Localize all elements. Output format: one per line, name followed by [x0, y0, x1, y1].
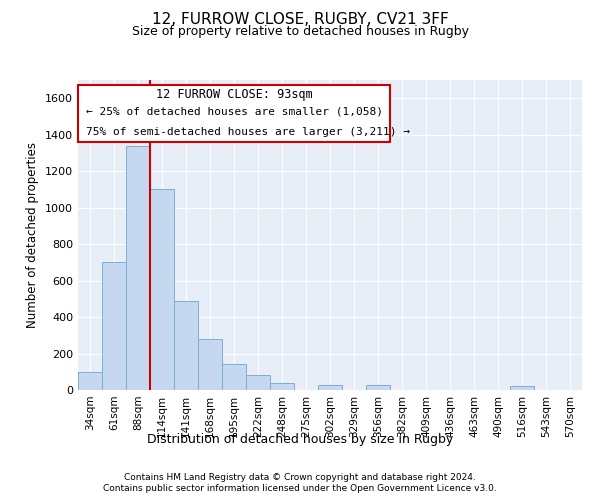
Bar	[318, 384, 342, 390]
Bar	[510, 386, 534, 390]
Text: 12, FURROW CLOSE, RUGBY, CV21 3FF: 12, FURROW CLOSE, RUGBY, CV21 3FF	[152, 12, 448, 28]
Bar	[270, 382, 294, 390]
Bar	[150, 190, 174, 390]
FancyBboxPatch shape	[78, 84, 391, 142]
Text: 75% of semi-detached houses are larger (3,211) →: 75% of semi-detached houses are larger (…	[86, 126, 410, 136]
Bar	[222, 364, 246, 390]
Bar	[102, 262, 126, 390]
Text: Size of property relative to detached houses in Rugby: Size of property relative to detached ho…	[131, 25, 469, 38]
Text: Contains HM Land Registry data © Crown copyright and database right 2024.: Contains HM Land Registry data © Crown c…	[124, 472, 476, 482]
Y-axis label: Number of detached properties: Number of detached properties	[26, 142, 40, 328]
Bar	[126, 146, 150, 390]
Text: ← 25% of detached houses are smaller (1,058): ← 25% of detached houses are smaller (1,…	[86, 106, 383, 116]
Text: 12 FURROW CLOSE: 93sqm: 12 FURROW CLOSE: 93sqm	[156, 88, 313, 101]
Text: Distribution of detached houses by size in Rugby: Distribution of detached houses by size …	[147, 432, 453, 446]
Bar	[366, 384, 390, 390]
Text: Contains public sector information licensed under the Open Government Licence v3: Contains public sector information licen…	[103, 484, 497, 493]
Bar	[198, 339, 222, 390]
Bar	[246, 376, 270, 390]
Bar	[78, 372, 102, 390]
Bar	[174, 300, 198, 390]
